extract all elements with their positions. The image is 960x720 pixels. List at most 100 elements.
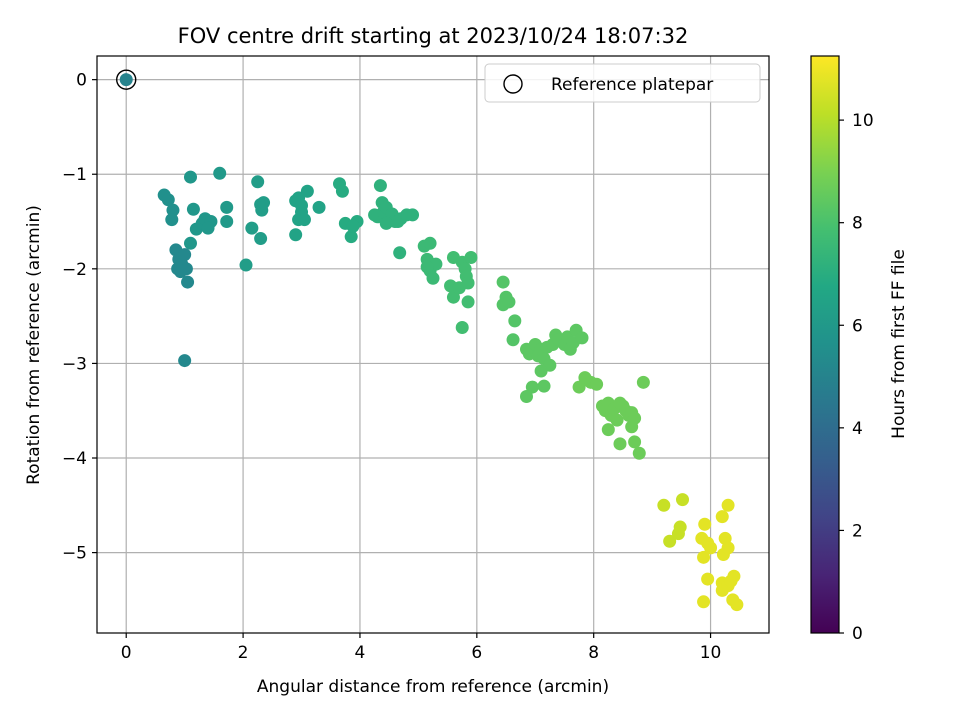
- data-point: [406, 208, 420, 222]
- data-point: [701, 572, 715, 586]
- reference-point: [119, 73, 133, 87]
- data-point: [628, 435, 642, 449]
- colorbar-gradient: [810, 55, 840, 634]
- data-point: [721, 541, 735, 555]
- data-point: [420, 260, 434, 274]
- reference-marker: [116, 69, 137, 90]
- plot-frame: [96, 55, 770, 634]
- x-tick-label: 4: [355, 643, 366, 663]
- data-point: [502, 295, 516, 309]
- y-axis-label: Rotation from reference (arcmin): [24, 205, 44, 485]
- data-point: [673, 520, 687, 534]
- data-point: [289, 228, 303, 242]
- data-point: [610, 413, 624, 427]
- data-point: [178, 248, 192, 262]
- colorbar-label: Hours from first FF file: [889, 249, 909, 439]
- data-point: [464, 250, 478, 264]
- legend-entry: Reference platepar: [551, 75, 713, 95]
- data-point: [161, 193, 175, 207]
- data-point: [426, 271, 440, 285]
- y-tick-label: −4: [62, 449, 87, 469]
- data-point: [657, 498, 671, 512]
- colorbar-tick-label: 0: [852, 624, 863, 644]
- legend-marker-icon: [503, 74, 523, 94]
- data-point: [446, 290, 460, 304]
- data-point: [534, 364, 548, 378]
- colorbar: 0 2 4 6 8 10 Hours from first FF file: [810, 55, 909, 644]
- data-point: [245, 221, 259, 235]
- legend-box: [484, 63, 761, 103]
- data-point: [525, 380, 539, 394]
- colorbar-tick-label: 8: [852, 214, 863, 234]
- data-point: [295, 198, 309, 212]
- data-point: [201, 221, 215, 235]
- colorbar-tick-label: 2: [852, 521, 863, 541]
- data-point: [312, 200, 326, 214]
- data-point: [506, 333, 520, 347]
- data-point: [572, 380, 586, 394]
- data-point: [613, 437, 627, 451]
- data-point: [537, 379, 551, 393]
- y-tick-label: −5: [62, 544, 87, 564]
- data-point: [346, 219, 360, 233]
- x-tick-label: 8: [588, 643, 599, 663]
- x-axis-label: Angular distance from reference (arcmin): [257, 677, 609, 697]
- y-tick-label: 0: [76, 71, 87, 91]
- legend: Reference platepar: [484, 63, 761, 103]
- x-tick-label: 2: [238, 643, 249, 663]
- axis-ticks: 0 2 4 6 8 10 0 −1 −2 −3 −4 −5: [62, 71, 721, 663]
- data-point: [251, 175, 265, 189]
- data-point: [181, 275, 195, 289]
- data-point: [373, 179, 387, 193]
- data-point: [601, 423, 615, 437]
- data-point: [455, 320, 469, 334]
- colorbar-ticks: 0 2 4 6 8 10: [839, 111, 874, 644]
- data-point: [575, 331, 589, 345]
- data-point: [632, 446, 646, 460]
- x-tick-label: 6: [471, 643, 482, 663]
- data-point: [300, 184, 314, 198]
- y-tick-label: −2: [62, 260, 87, 280]
- data-point: [335, 184, 349, 198]
- data-point: [697, 595, 711, 609]
- data-point: [239, 258, 253, 272]
- y-tick-label: −3: [62, 354, 87, 374]
- data-point: [715, 510, 729, 524]
- data-point: [213, 166, 227, 180]
- data-point: [704, 541, 718, 555]
- data-point: [166, 203, 180, 217]
- data-point: [730, 598, 744, 612]
- data-point: [697, 550, 711, 564]
- data-point: [379, 216, 393, 230]
- colorbar-tick-label: 10: [852, 111, 874, 131]
- data-point: [186, 202, 200, 216]
- data-point: [636, 375, 650, 389]
- reference-marker-layer: [116, 69, 137, 90]
- data-point: [461, 295, 475, 309]
- colorbar-tick-label: 4: [852, 419, 863, 439]
- x-tick-label: 0: [121, 643, 132, 663]
- data-point: [220, 200, 234, 214]
- data-point: [519, 390, 533, 404]
- data-point: [496, 275, 510, 289]
- data-point: [721, 498, 735, 512]
- data-point: [461, 276, 475, 290]
- data-point: [393, 246, 407, 260]
- data-point: [344, 230, 358, 244]
- data-point: [423, 236, 437, 250]
- data-points: [157, 166, 744, 612]
- y-tick-label: −1: [62, 165, 87, 185]
- data-point: [727, 569, 741, 583]
- data-point: [676, 493, 690, 507]
- data-point: [178, 354, 192, 368]
- x-tick-label: 10: [700, 643, 722, 663]
- data-point: [254, 232, 268, 246]
- data-point: [183, 170, 197, 184]
- colorbar-tick-label: 6: [852, 316, 863, 336]
- data-point: [590, 377, 604, 391]
- data-point: [257, 196, 271, 210]
- data-point: [165, 213, 179, 227]
- data-point: [171, 262, 185, 276]
- data-point: [625, 420, 639, 434]
